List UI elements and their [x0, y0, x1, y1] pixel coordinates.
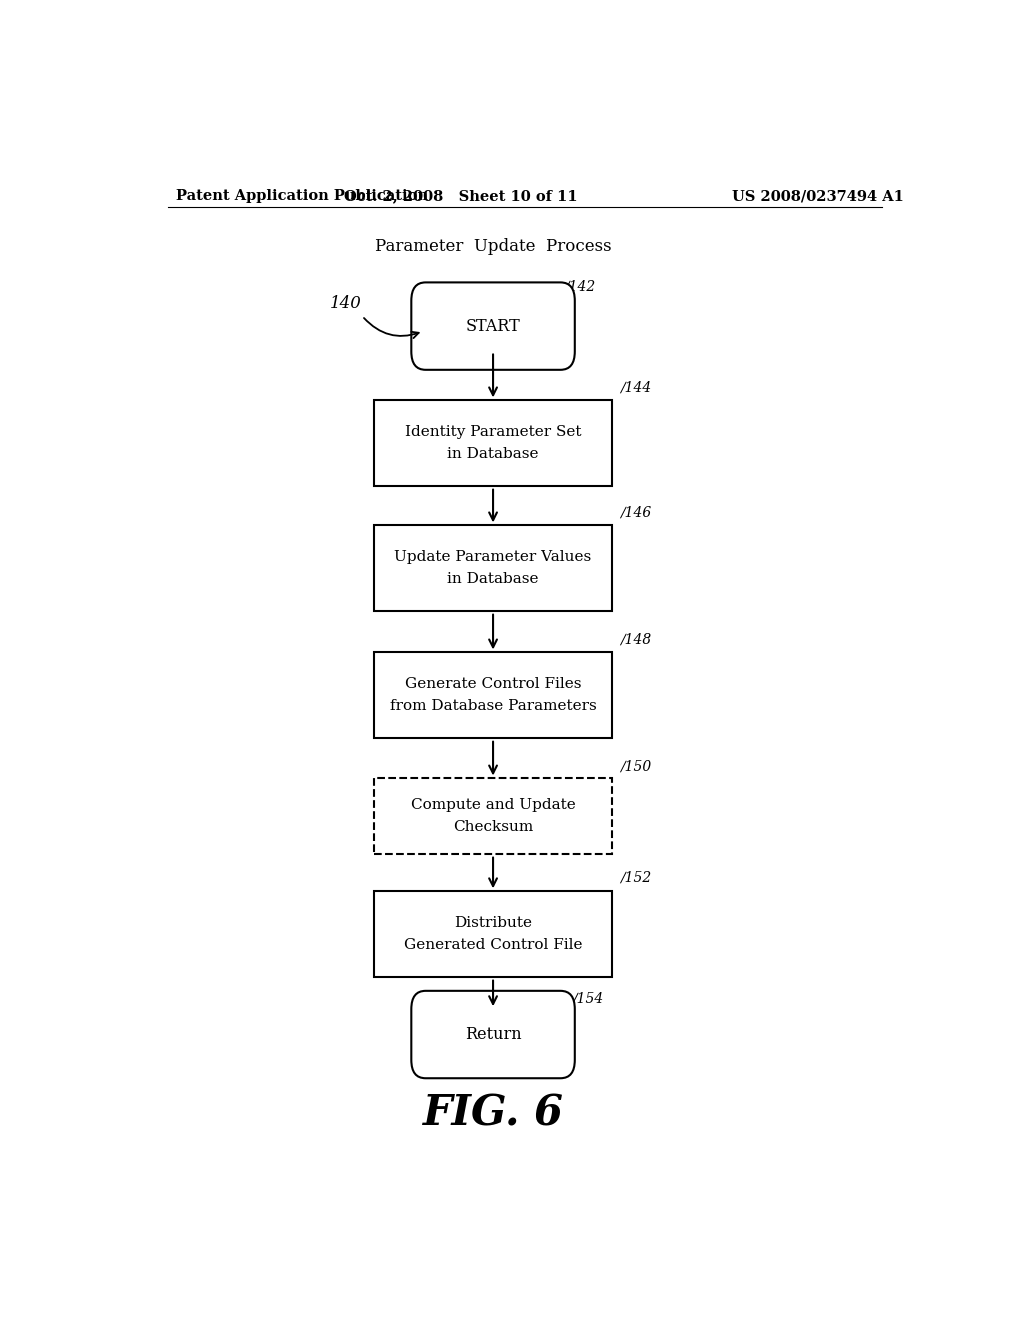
FancyArrowPatch shape [364, 318, 419, 338]
Text: ∕152: ∕152 [620, 871, 651, 886]
Text: FIG. 6: FIG. 6 [423, 1093, 563, 1135]
Text: Parameter  Update  Process: Parameter Update Process [375, 239, 611, 255]
Bar [374, 777, 612, 854]
Text: Generate Control Files
from Database Parameters: Generate Control Files from Database Par… [390, 677, 596, 713]
Text: US 2008/0237494 A1: US 2008/0237494 A1 [732, 189, 904, 203]
Text: ∕144: ∕144 [620, 380, 651, 395]
Bar [374, 525, 612, 611]
Text: Return: Return [465, 1026, 521, 1043]
FancyBboxPatch shape [412, 991, 574, 1078]
Text: Distribute
Generated Control File: Distribute Generated Control File [403, 916, 583, 952]
Text: 140: 140 [331, 296, 362, 313]
Text: ∕154: ∕154 [572, 993, 604, 1006]
Bar [374, 652, 612, 738]
Text: START: START [466, 318, 520, 334]
Text: Oct. 2, 2008   Sheet 10 of 11: Oct. 2, 2008 Sheet 10 of 11 [344, 189, 579, 203]
Text: Update Parameter Values
in Database: Update Parameter Values in Database [394, 550, 592, 586]
Bar [374, 891, 612, 977]
Bar [374, 400, 612, 486]
Text: ∕142: ∕142 [564, 280, 596, 293]
FancyBboxPatch shape [412, 282, 574, 370]
Text: ∕148: ∕148 [620, 632, 651, 647]
Text: Identity Parameter Set
in Database: Identity Parameter Set in Database [404, 425, 582, 461]
Text: ∕150: ∕150 [620, 759, 651, 774]
Text: Patent Application Publication: Patent Application Publication [176, 189, 428, 203]
Text: ∕146: ∕146 [620, 506, 651, 519]
Text: Compute and Update
Checksum: Compute and Update Checksum [411, 799, 575, 834]
